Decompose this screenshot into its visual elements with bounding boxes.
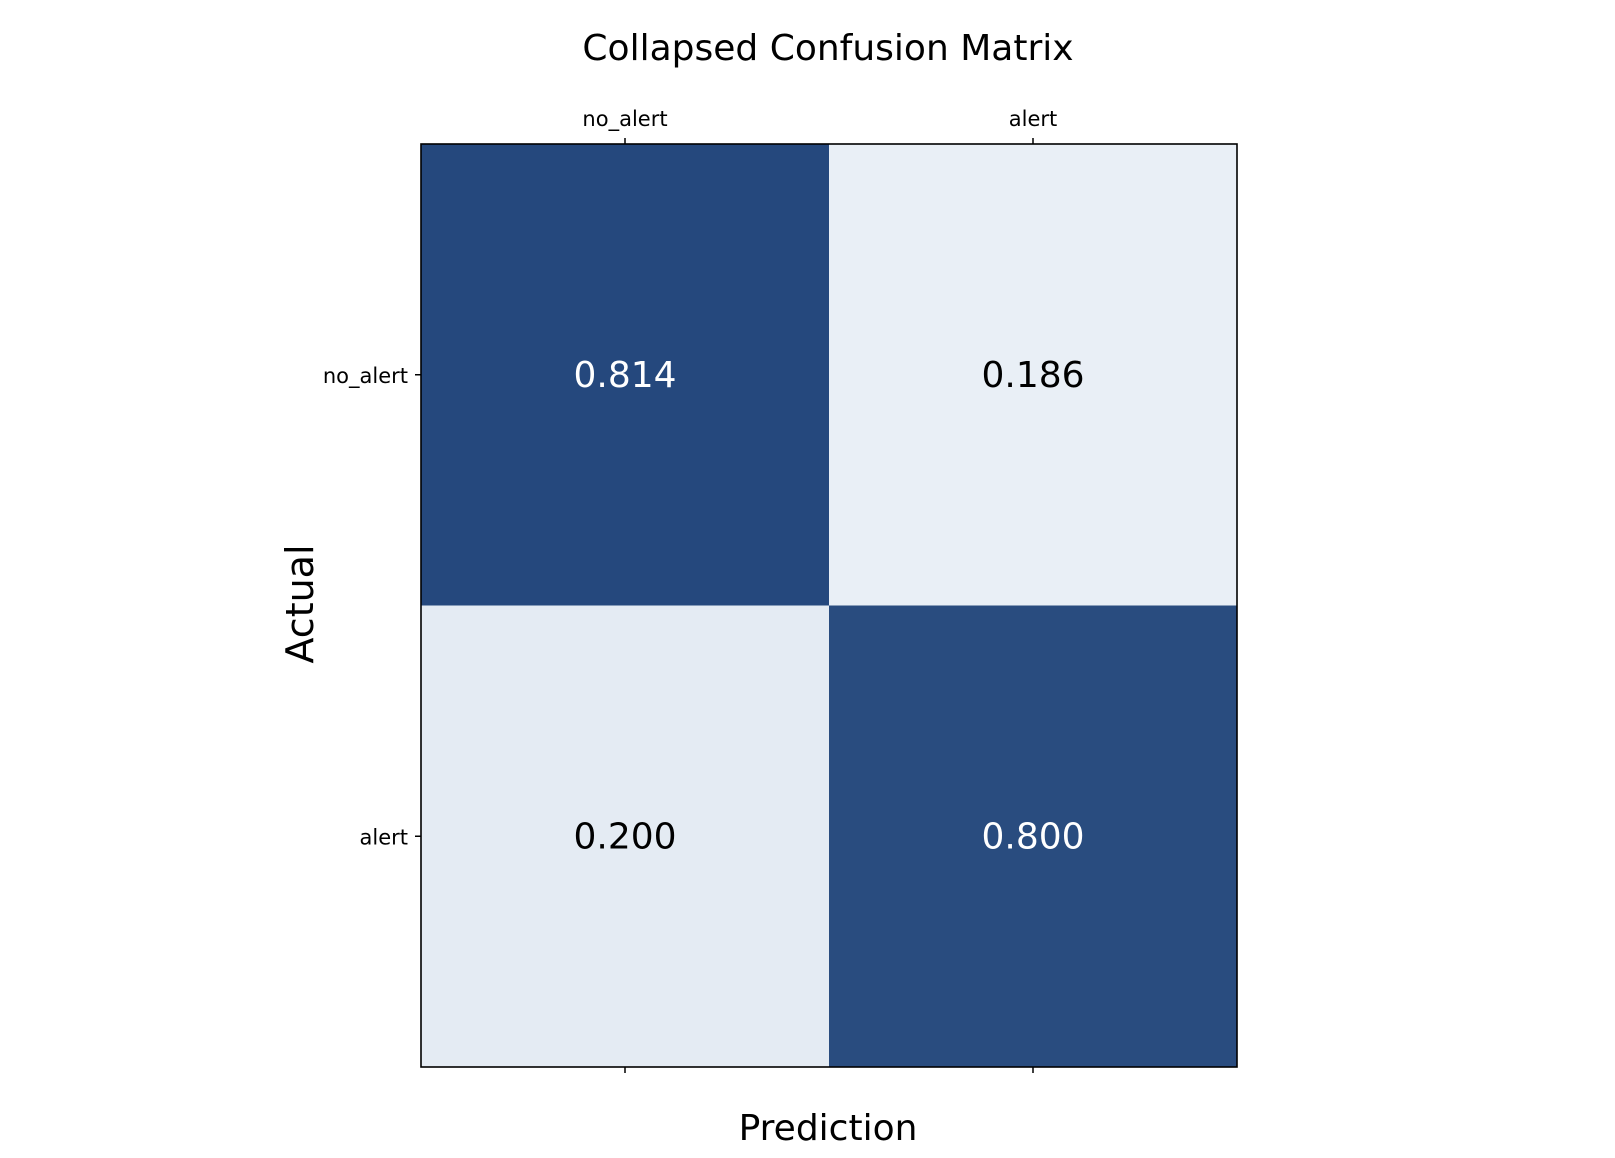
- heatmap-cell-no_alert-alert: [829, 144, 1238, 606]
- cell-value-label: 0.186: [981, 355, 1084, 396]
- heatmap-cell-alert-no_alert: [421, 605, 830, 1068]
- chart-title: Collapsed Confusion Matrix: [582, 28, 1073, 69]
- y-tick-label: no_alert: [323, 364, 408, 389]
- cell-value-label: 0.200: [573, 816, 676, 857]
- y-axis-label: Actual: [278, 544, 322, 663]
- x-axis-label: Prediction: [739, 1108, 918, 1149]
- cell-value-label: 0.814: [573, 355, 676, 396]
- y-tick-label: alert: [360, 825, 409, 849]
- plot-frame: [420, 143, 1238, 1068]
- cell-value-label: 0.800: [981, 816, 1084, 857]
- x-tick-label: no_alert: [582, 107, 667, 132]
- heatmap-cells: [421, 144, 1238, 1068]
- heatmap-cell-labels: 0.814 0.186 0.200 0.800: [573, 355, 1084, 858]
- heatmap-cell-alert-alert: [829, 605, 1238, 1068]
- heatmap-cell-no_alert-no_alert: [421, 144, 830, 606]
- x-tick-label: alert: [1009, 107, 1058, 131]
